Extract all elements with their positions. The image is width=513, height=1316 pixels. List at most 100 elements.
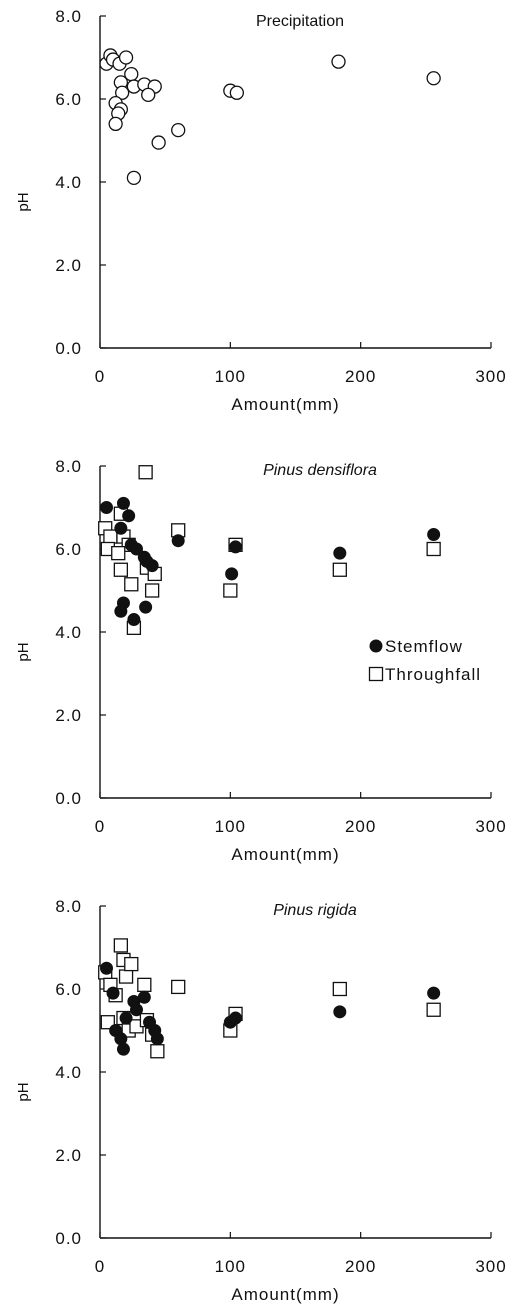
stemflow-point-12 [139,600,153,614]
throughfall-point-6 [111,546,126,561]
throughfall-point-15 [223,583,238,598]
data-point-17 [151,135,166,150]
stemflow-point-5 [129,542,143,556]
x-tick-label: 100 [215,1257,246,1276]
x-tick-label: 0 [95,367,105,386]
stemflow-point-8 [140,554,154,568]
x-tick-label: 300 [475,1257,506,1276]
stemflow-point-8 [137,990,151,1004]
chart-panel-1: 0 100 200 300 0.0 2.0 4.0 6.0 8.0 Amount(mm) pH Pre… [15,7,506,414]
throughfall-point-6 [118,969,134,984]
throughfall-point-1 [103,529,118,544]
y-tick-label: 6.0 [55,540,82,559]
y-tick-label: 8.0 [55,7,82,26]
throughfall-point-2 [100,1015,115,1030]
x-axis-label: Amount(mm) [231,845,339,864]
data-point-15 [108,116,123,132]
x-tick-label: 300 [475,367,506,386]
stemflow-point-0 [100,501,114,514]
x-tick-label: 200 [345,367,376,386]
series-stemflow [100,496,441,627]
x-tick-label: 200 [345,817,376,836]
y-axis-label: pH [15,642,32,661]
x-tick-label: 0 [95,817,105,836]
y-axis-label: pH [15,192,32,211]
throughfall-point-19 [426,1002,441,1017]
legend-label-stemflow: Stemflow [385,637,463,656]
y-tick-label: 4.0 [55,1063,82,1082]
data-point-22 [426,71,441,86]
throughfall-point-15 [171,979,186,995]
x-tick-label: 100 [215,817,246,836]
stemflow-point-10 [114,604,128,618]
throughfall-point-11 [144,583,160,598]
stemflow-point-14 [333,1005,347,1019]
y-axis-label: pH [15,1082,32,1101]
x-tick-label: 200 [345,1257,376,1276]
data-point-16 [171,122,186,138]
y-tick-label: 8.0 [55,457,82,476]
stemflow-point-1 [106,986,120,1000]
x-tick-label: 300 [475,817,506,836]
y-tick-label: 2.0 [55,1146,82,1165]
series-precipitation [99,48,441,186]
throughfall-point-legend [368,666,384,682]
chart-panel-3: 0 100 200 300 0.0 2.0 4.0 6.0 8.0 Amount(mm) pH Pin… [15,897,506,1304]
legend: Stemflow Throughfall [368,637,481,684]
throughfall-point-7 [113,562,129,577]
y-tick-label: 4.0 [55,173,82,192]
stemflow-point-5 [119,1011,133,1025]
chart-title: Precipitation [256,13,344,30]
chart-title: Pinus rigida [273,902,357,919]
stemflow-point-0 [100,961,114,975]
stemflow-point-15 [229,540,243,554]
y-tick-label: 0.0 [55,789,82,808]
stemflow-point-11 [150,1032,164,1046]
stemflow-point-7 [129,1003,143,1017]
throughfall-point-18 [332,981,347,997]
y-tick-label: 0.0 [55,339,82,358]
legend-label-throughfall: Throughfall [385,665,481,684]
x-tick-label: 100 [215,367,246,386]
throughfall-point-13 [138,465,153,480]
stemflow-point-3 [114,521,128,535]
data-point-4 [118,50,134,65]
x-tick-label: 0 [95,1257,105,1276]
throughfall-point-11 [137,977,152,992]
data-point-18 [126,170,142,186]
x-axis-label: Amount(mm) [231,395,339,414]
chart-title: Pinus densiflora [263,462,377,479]
stemflow-point-13 [171,534,185,548]
throughfall-point-17 [332,562,347,577]
stemflow-point-14 [225,567,239,581]
throughfall-point-8 [124,577,139,592]
stemflow-point-16 [333,546,347,560]
throughfall-point-14 [150,1044,165,1059]
stemflow-point-17 [427,527,441,541]
stemflow-point-1 [116,496,130,510]
y-tick-label: 2.0 [55,706,82,725]
data-point-20 [229,85,245,100]
throughfall-point-7 [124,956,139,972]
x-axis-label: Amount(mm) [231,1285,339,1304]
stemflow-point-2 [122,509,136,523]
stemflow-point-legend [369,639,383,653]
series-stemflow [100,961,441,1056]
stemflow-point-15 [427,986,441,1000]
y-tick-label: 2.0 [55,256,82,275]
stemflow-point-11 [127,613,141,627]
throughfall-point-18 [426,541,441,557]
y-tick-label: 8.0 [55,897,82,916]
chart-panel-2: 0 100 200 300 0.0 2.0 4.0 6.0 8.0 Amount(mm) pH Pin… [15,457,506,864]
data-point-11 [141,87,156,102]
data-point-7 [115,85,130,100]
stemflow-point-13 [229,1011,243,1025]
y-tick-label: 6.0 [55,980,82,999]
y-tick-label: 6.0 [55,90,82,109]
y-tick-label: 0.0 [55,1229,82,1248]
data-point-21 [331,54,346,69]
stemflow-point-4 [116,1042,130,1056]
y-tick-label: 4.0 [55,623,82,642]
throughfall-point-4 [113,938,129,953]
